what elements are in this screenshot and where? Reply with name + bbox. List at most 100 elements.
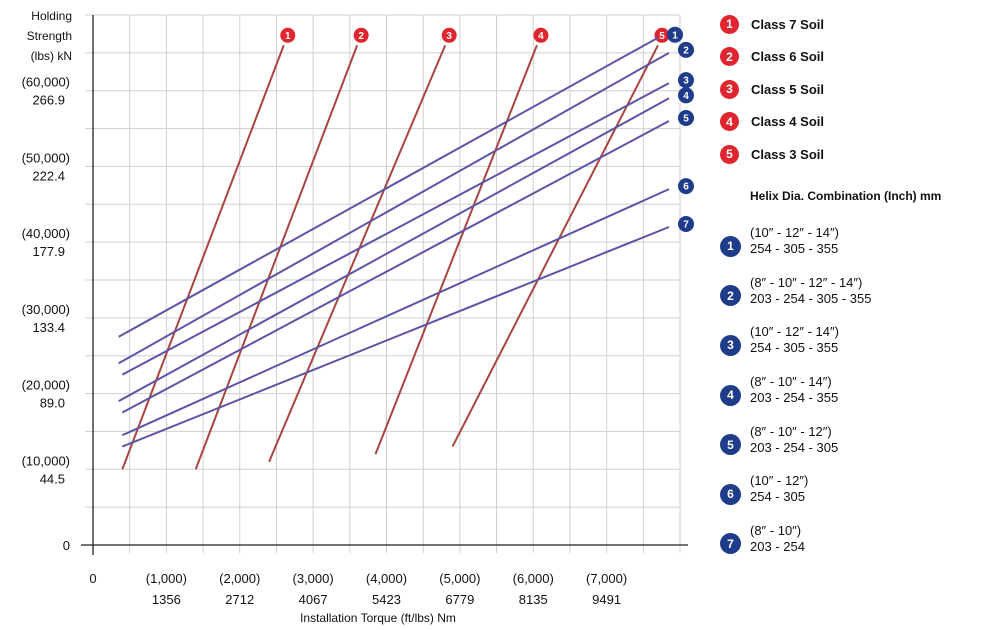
y-tick-label: (40,000) — [22, 226, 70, 241]
helix-legend-text: (10″ - 12″ - 14″) 254 - 305 - 355 — [750, 225, 839, 257]
soil-legend-badge: 3 — [720, 79, 739, 99]
y-tick-label: (20,000) — [22, 378, 70, 393]
helix-legend-item: 5 (8″ - 10″ - 12″) 203 - 254 - 305 — [720, 415, 982, 465]
helix-legend-mm: 254 - 305 - 355 — [750, 340, 839, 356]
soil-legend-label: Class 3 Soil — [751, 146, 824, 162]
y-tick-label: 0 — [63, 538, 70, 553]
helix-legend-badge: 2 — [720, 285, 741, 307]
helix-legend-inch: (10″ - 12″) — [750, 473, 809, 489]
y-tick-label-kn: 89.0 — [40, 396, 65, 411]
helix-legend-item: 6 (10″ - 12″) 254 - 305 — [720, 464, 982, 514]
x-tick-label: (1,000) — [146, 571, 187, 586]
helix-legend-item: 1 (10″ - 12″ - 14″) 254 - 305 - 355 — [720, 217, 982, 267]
soil-legend-badge: 2 — [720, 47, 739, 67]
helix-legend-text: (8″ - 10″ - 14″) 203 - 254 - 355 — [750, 374, 838, 406]
x-tick-label: (3,000) — [293, 571, 334, 586]
chart: 0 (10,000) 44.5 (20,000) 89.0 (30,000) 133.4 (4… — [22, 9, 694, 625]
soil-line-badge-label: 4 — [538, 31, 544, 42]
soil-legend-badge: 1 — [720, 14, 739, 34]
x-tick-label-nm: 4067 — [299, 592, 328, 607]
y-tick-label-kn: 44.5 — [40, 471, 65, 486]
helix-line-badge-label: 4 — [683, 91, 689, 102]
soil-legend: 1 Class 7 Soil 2 Class 6 Soil 3 Class 5 Soil 4… — [720, 8, 982, 171]
soil-line-badge — [654, 27, 670, 43]
soil-legend-badge: 5 — [720, 144, 739, 164]
axes — [81, 15, 688, 555]
helix-legend-mm: 203 - 254 - 305 - 355 — [750, 290, 872, 306]
helix-line-badge-label: 6 — [683, 182, 689, 193]
x-tick-label-nm: 8135 — [519, 592, 548, 607]
soil-legend-label: Class 5 Soil — [751, 81, 824, 97]
y-tick-labels: 0 (10,000) 44.5 (20,000) 89.0 (30,000) 133.4 (4… — [22, 75, 70, 553]
soil-legend-item: 5 Class 3 Soil — [720, 138, 982, 171]
helix-legend-badge: 5 — [720, 434, 741, 456]
helix-line-badge-label: 3 — [683, 76, 689, 87]
helix-legend-badge: 1 — [720, 235, 741, 257]
helix-legend-badge: 4 — [720, 384, 741, 406]
x-tick-label-nm: 2712 — [225, 592, 254, 607]
helix-line — [121, 188, 670, 437]
helix-line-badge — [677, 178, 694, 195]
helix-legend-mm: 203 - 254 — [750, 538, 805, 554]
soil-line — [268, 44, 447, 463]
helix-line — [121, 226, 670, 448]
helix-line-badge-label: 7 — [683, 220, 689, 231]
y-tick-label-kn: 133.4 — [32, 320, 65, 335]
helix-line — [121, 82, 670, 376]
x-tick-label-nm: 5423 — [372, 592, 401, 607]
soil-legend-item: 4 Class 4 Soil — [720, 106, 982, 139]
y-tick-label-kn: 177.9 — [32, 244, 65, 259]
helix-legend-item: 4 (8″ - 10″ - 14″) 203 - 254 - 355 — [720, 365, 982, 415]
x-tick-label-nm: 1356 — [152, 592, 181, 607]
soil-legend-badge: 4 — [720, 112, 739, 132]
x-tick-label: (6,000) — [513, 571, 554, 586]
soil-line-badge-label: 5 — [659, 31, 665, 42]
y-axis-label-line: Strength — [27, 29, 72, 43]
y-axis-label-line: Holding — [31, 9, 72, 23]
helix-line-badge — [677, 216, 694, 232]
x-tick-label-nm: 9491 — [592, 592, 621, 607]
helix-legend-text: (10″ - 12″ - 14″) 254 - 305 - 355 — [750, 324, 839, 356]
helix-line-badge — [677, 87, 694, 104]
helix-legend-text: (10″ - 12″) 254 - 305 — [750, 473, 808, 505]
helix-line — [118, 36, 659, 338]
helix-legend-mm: 203 - 254 - 305 — [750, 439, 839, 455]
helix-line-badge-label: 2 — [683, 45, 689, 56]
soil-legend-label: Class 7 Soil — [751, 16, 824, 32]
soil-legend-label: Class 4 Soil — [751, 114, 824, 130]
grid — [85, 14, 681, 553]
helix-legend-item: 2 (8″ - 10″ - 12″ - 14″) 203 - 254 - 305 -… — [720, 266, 982, 316]
helix-legend-badge: 7 — [720, 533, 741, 555]
soil-legend-item: 1 Class 7 Soil — [720, 8, 982, 41]
soil-line-badge-label: 3 — [446, 31, 452, 42]
helix-legend-inch: (8″ - 10″ - 14″) — [750, 374, 832, 390]
helix-line-badge-label: 1 — [672, 30, 678, 41]
soil-line-badge — [353, 27, 369, 43]
helix-legend-mm: 254 - 305 - 355 — [750, 241, 839, 257]
helix-legend-badge: 6 — [720, 483, 741, 505]
x-tick-label: (4,000) — [366, 571, 407, 586]
helix-line-badge-label: 5 — [683, 114, 689, 125]
helix-legend-inch: (8″ - 10″ - 12″ - 14″) — [750, 274, 863, 290]
soil-line — [194, 44, 359, 470]
x-tick-label: (2,000) — [219, 571, 260, 586]
y-tick-label: (60,000) — [22, 75, 70, 90]
soil-line-badge — [533, 27, 549, 43]
helix-line-badge — [677, 72, 694, 89]
helix-line-badge — [666, 26, 683, 43]
soil-legend-item: 2 Class 6 Soil — [720, 41, 982, 74]
x-axis-label: Installation Torque (ft/lbs) Nm — [300, 611, 456, 625]
helix-legend-title: Helix Dia. Combination (Inch) mm — [750, 188, 942, 203]
helix-line-badge — [677, 110, 694, 126]
x-tick-label: (5,000) — [439, 571, 480, 586]
helix-legend-mm: 203 - 254 - 355 — [750, 390, 839, 406]
x-tick-labels: 0 (1,000) 1356 (2,000) 2712 (3,000) 4067 (4,000… — [89, 571, 627, 607]
soil-line-badge-label: 2 — [358, 31, 364, 42]
helix-line — [118, 97, 670, 403]
helix-legend-text: (8″ - 10″ - 12″) 203 - 254 - 305 — [750, 424, 838, 456]
helix-legend: 1 (10″ - 12″ - 14″) 254 - 305 - 355 2 (8″ - … — [720, 217, 982, 564]
helix-legend-inch: (8″ - 10″ - 12″) — [750, 423, 832, 439]
legend: 1 Class 7 Soil 2 Class 6 Soil 3 Class 5 Soil 4… — [720, 8, 982, 564]
helix-legend-inch: (10″ - 12″ - 14″) — [750, 225, 839, 241]
helix-legend-item: 3 (10″ - 12″ - 14″) 254 - 305 - 355 — [720, 316, 982, 366]
